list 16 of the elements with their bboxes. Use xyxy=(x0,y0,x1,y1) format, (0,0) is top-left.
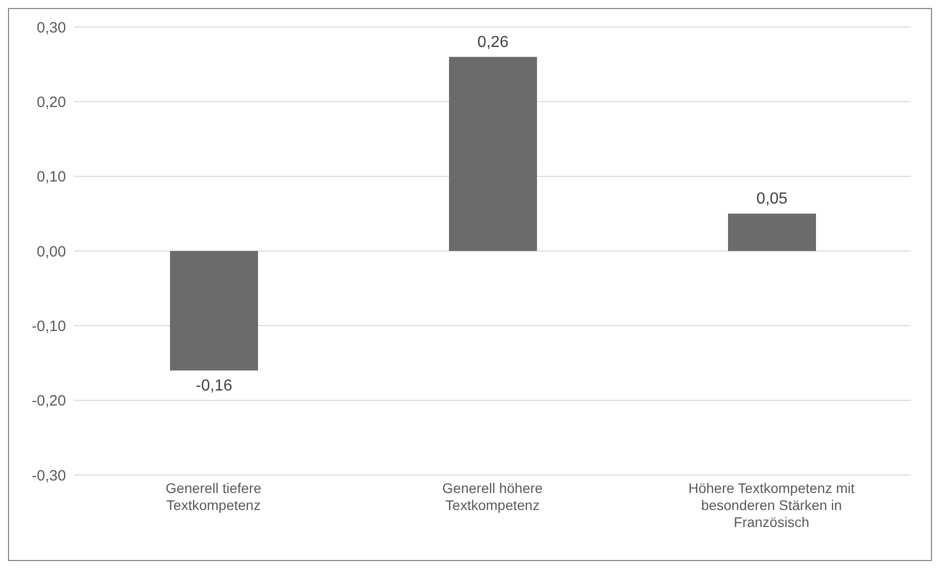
y-tick-label: -0,20 xyxy=(32,392,66,410)
data-label: 0,26 xyxy=(477,34,509,51)
y-tick-label: 0,30 xyxy=(36,19,66,36)
bar xyxy=(170,251,258,370)
y-tick-label: -0,30 xyxy=(32,467,66,484)
data-label: 0,05 xyxy=(756,190,788,208)
y-tick-label: 0,20 xyxy=(36,94,66,111)
x-tick-label: Generell tiefere Textkompetenz xyxy=(166,480,262,513)
x-tick-label: Höhere Textkompetenz mit besonderen Stärken in Französisch xyxy=(688,480,855,530)
y-tick-label: 0,10 xyxy=(36,168,66,186)
bar xyxy=(728,214,816,251)
y-tick-label: 0,00 xyxy=(36,243,66,260)
x-tick-label: Generell höhere Textkompetenz xyxy=(442,480,543,513)
data-label: -0,16 xyxy=(196,377,232,394)
bar xyxy=(449,56,537,251)
y-tick-label: -0,10 xyxy=(32,318,66,335)
